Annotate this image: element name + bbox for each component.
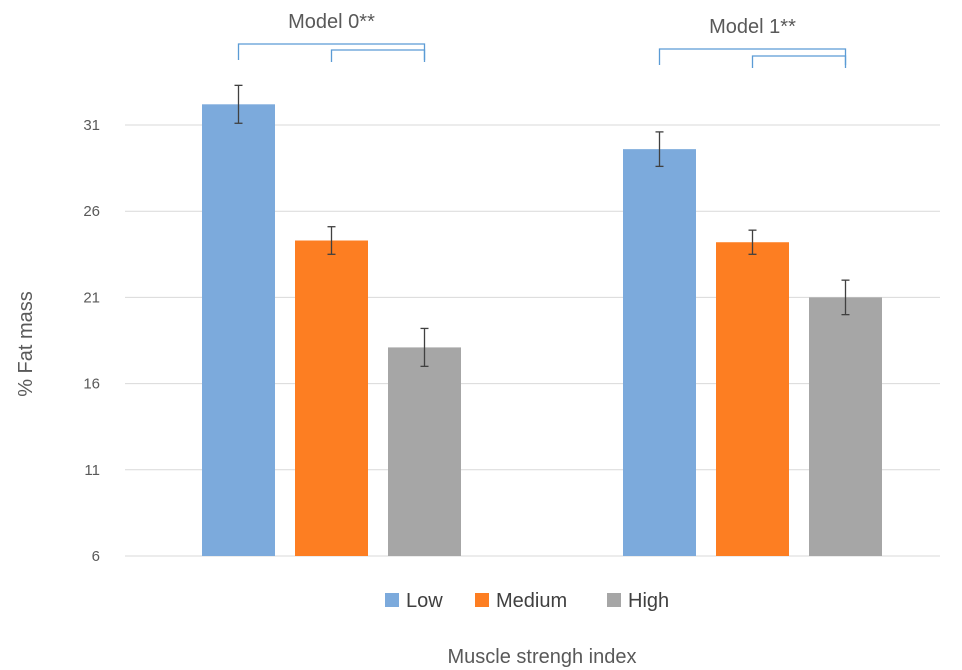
legend: Low Medium High xyxy=(385,590,669,612)
legend-swatch-medium xyxy=(475,593,489,607)
x-axis-title: Muscle strengh index xyxy=(448,646,637,668)
y-tick-label: 6 xyxy=(92,548,100,565)
significance-brackets xyxy=(237,43,847,68)
bar-low xyxy=(202,104,275,556)
y-tick-label: 21 xyxy=(83,289,100,306)
y-axis-ticks: 6 11 16 21 26 31 xyxy=(83,117,100,565)
significance-bracket xyxy=(751,55,847,68)
bar-medium xyxy=(295,240,368,556)
legend-label-low: Low xyxy=(406,590,443,612)
y-tick-label: 26 xyxy=(83,203,100,220)
group-label: Model 1** xyxy=(709,16,796,38)
bar-medium xyxy=(716,242,789,556)
bar-high xyxy=(809,297,882,556)
bar-low xyxy=(623,149,696,557)
bar-high xyxy=(388,347,461,556)
y-axis-title: % Fat mass xyxy=(15,291,37,397)
legend-label-high: High xyxy=(628,590,669,612)
significance-bracket xyxy=(330,49,426,62)
legend-swatch-low xyxy=(385,593,399,607)
y-tick-label: 16 xyxy=(83,376,100,393)
y-tick-label: 11 xyxy=(84,462,100,479)
legend-swatch-high xyxy=(607,593,621,607)
error-bars xyxy=(234,84,850,368)
y-tick-label: 31 xyxy=(83,117,100,134)
bars xyxy=(202,104,882,557)
legend-label-medium: Medium xyxy=(496,590,567,612)
group-label: Model 0** xyxy=(288,11,375,33)
group-labels: Model 0** Model 1** xyxy=(288,11,796,38)
